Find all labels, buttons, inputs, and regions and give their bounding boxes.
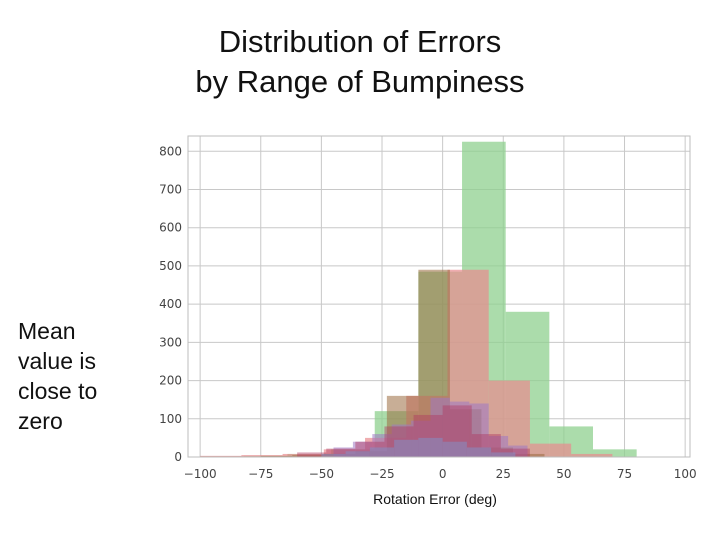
y-tick-label: 800 bbox=[159, 144, 182, 158]
y-tick-label: 100 bbox=[159, 412, 182, 426]
y-tick-label: 600 bbox=[159, 221, 182, 235]
x-tick-label: 50 bbox=[556, 467, 571, 481]
side-note-line-1: Mean bbox=[18, 318, 76, 344]
x-tick-label: −50 bbox=[309, 467, 334, 481]
side-note-line-4: zero bbox=[18, 408, 63, 434]
x-tick-label: −75 bbox=[248, 467, 273, 481]
histogram-bar bbox=[592, 449, 637, 457]
x-tick-label: 100 bbox=[674, 467, 697, 481]
histogram-bar bbox=[466, 447, 492, 457]
x-tick-label: 0 bbox=[439, 467, 447, 481]
histogram-bar bbox=[508, 445, 528, 457]
y-tick-label: 200 bbox=[159, 374, 182, 388]
histogram-bar bbox=[333, 447, 353, 457]
histogram-bar bbox=[529, 443, 572, 457]
histogram-bar bbox=[345, 451, 370, 457]
x-tick-label: 75 bbox=[617, 467, 632, 481]
plot-border bbox=[187, 135, 691, 458]
histogram-bar bbox=[512, 453, 545, 457]
x-tick-label: −100 bbox=[184, 467, 217, 481]
histogram-bar bbox=[200, 455, 242, 457]
x-axis-caption: Rotation Error (deg) bbox=[373, 491, 497, 507]
histogram-bar bbox=[488, 435, 509, 457]
histogram-bar bbox=[321, 453, 346, 457]
side-note-line-2: value is bbox=[18, 348, 96, 374]
histogram-bar bbox=[442, 441, 467, 457]
histogram-bar bbox=[571, 453, 613, 457]
histogram-bar bbox=[326, 448, 356, 457]
side-note: Mean value is close to zero bbox=[18, 316, 128, 436]
y-tick-label: 700 bbox=[159, 183, 182, 197]
histogram-bar bbox=[491, 452, 516, 457]
histogram-bar bbox=[260, 455, 293, 457]
histogram-bar bbox=[292, 455, 324, 457]
histogram-bar bbox=[418, 437, 443, 457]
y-tick-label: 500 bbox=[159, 259, 182, 273]
slide-title-line-1: Distribution of Errors bbox=[218, 24, 502, 59]
y-tick-label: 300 bbox=[159, 335, 182, 349]
slide-title-line-2: by Range of Bumpiness bbox=[195, 64, 525, 99]
histogram-bar bbox=[469, 403, 489, 457]
y-tick-label: 400 bbox=[159, 297, 182, 311]
side-note-line-3: close to bbox=[18, 378, 98, 404]
y-tick-label: 0 bbox=[174, 450, 182, 464]
histogram-bar bbox=[297, 452, 327, 457]
histogram-bar bbox=[394, 439, 419, 457]
histogram-bar bbox=[369, 447, 395, 457]
x-tick-label: 25 bbox=[496, 467, 511, 481]
slide-title: Distribution of Errors by Range of Bumpi… bbox=[0, 22, 720, 102]
x-tick-label: −25 bbox=[369, 467, 394, 481]
